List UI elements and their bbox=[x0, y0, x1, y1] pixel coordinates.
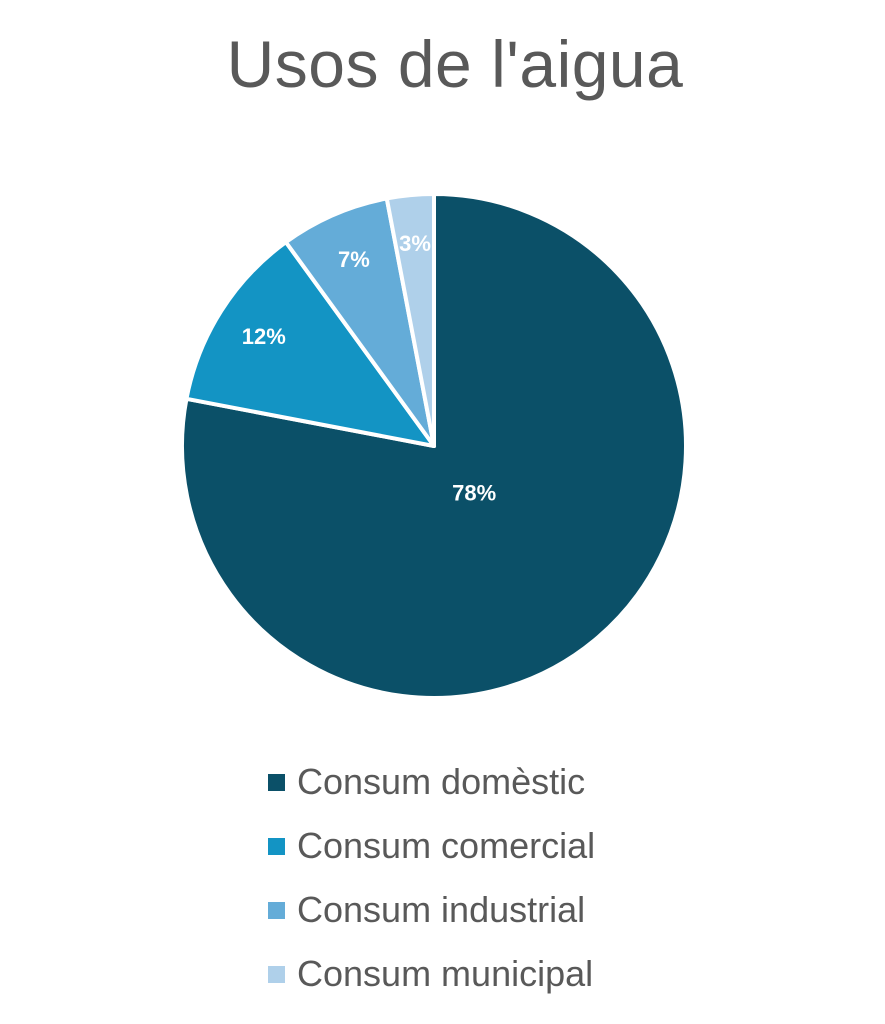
pie-slice-consum-municipal bbox=[384, 192, 436, 448]
pie-chart: 78% 12% 7% 3% bbox=[180, 192, 688, 700]
pie-slice-consum-comercial bbox=[184, 240, 436, 448]
legend-label: Consum industrial bbox=[297, 889, 586, 930]
pie-data-label-consum-comercial: 12% bbox=[242, 324, 286, 349]
pie-data-label-consum-municipal: 3% bbox=[399, 231, 431, 256]
legend-swatch bbox=[268, 901, 285, 919]
pie-data-labels: 78% 12% 7% 3% bbox=[242, 231, 496, 505]
pie-data-label-consum-industrial: 7% bbox=[338, 247, 370, 272]
legend: Consum domèstic Consum comercial Consum … bbox=[268, 750, 595, 1006]
legend-item-consum-municipal: Consum municipal bbox=[268, 942, 595, 1006]
legend-label: Consum municipal bbox=[297, 953, 594, 994]
legend-swatch bbox=[268, 965, 285, 983]
legend-label: Consum domèstic bbox=[297, 761, 586, 802]
pie-data-label-consum-domestic: 78% bbox=[452, 480, 496, 505]
pie-slices bbox=[180, 192, 688, 700]
legend-item-consum-domestic: Consum domèstic bbox=[268, 750, 595, 814]
chart-title: Usos de l'aigua bbox=[226, 27, 684, 101]
legend-item-consum-industrial: Consum industrial bbox=[268, 878, 595, 942]
legend-swatch bbox=[268, 773, 285, 791]
legend-swatch bbox=[268, 837, 285, 855]
legend-label: Consum comercial bbox=[297, 825, 596, 866]
legend-item-consum-comercial: Consum comercial bbox=[268, 814, 595, 878]
